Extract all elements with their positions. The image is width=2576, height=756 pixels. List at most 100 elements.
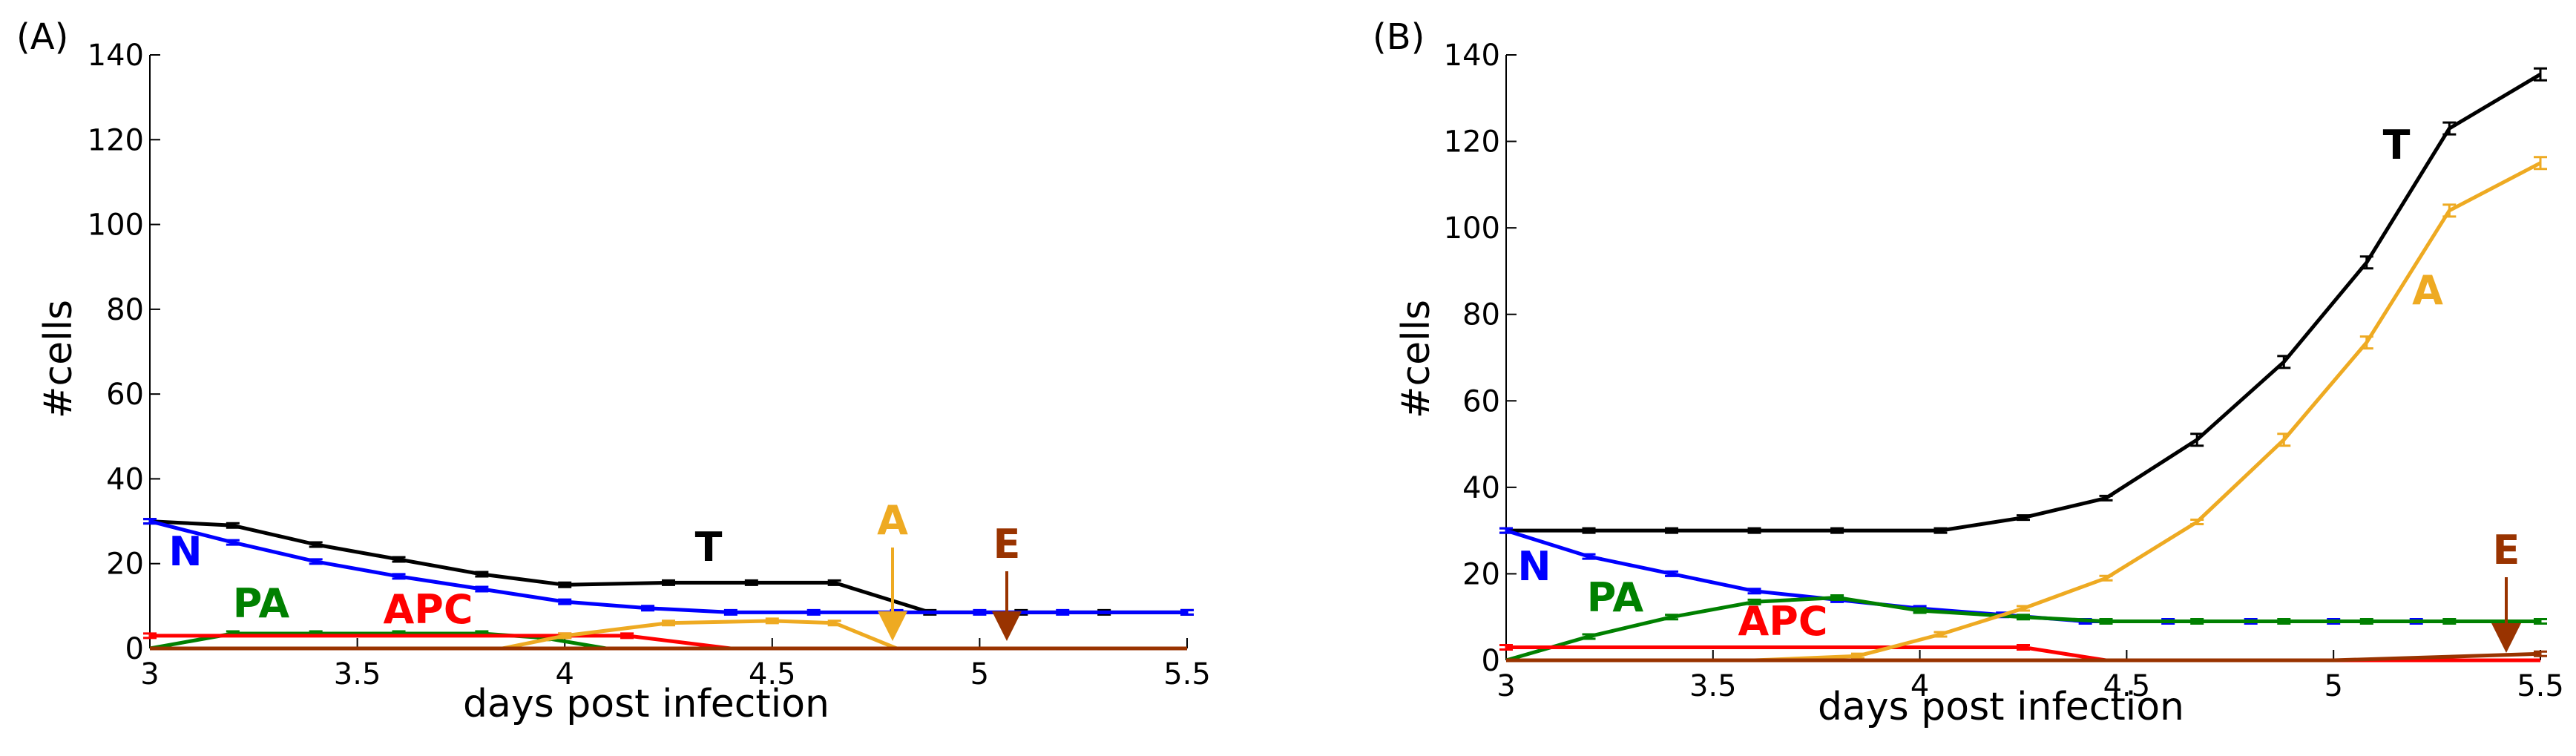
y-axis-label: #cells [1394,300,1439,418]
data-point-n [1747,588,1761,595]
x-tick-label: 3.5 [1689,669,1737,703]
series-label-e: E [993,521,1021,568]
data-point-t [309,541,323,548]
data-point-t [558,581,572,588]
data-point-t [2534,67,2547,82]
y-tick-label: 60 [106,378,144,412]
series-line-a [1506,161,2542,663]
data-point-t [1933,527,1948,534]
data-point-n [1665,570,1679,577]
data-point-t [1665,527,1679,534]
data-point-t [1747,527,1761,534]
data-point-n [475,585,489,593]
data-point-pa [2359,618,2373,625]
data-point-t [392,556,406,563]
data-point-t [2442,121,2457,136]
data-point-t [2190,433,2204,447]
y-tick-label: 0 [1482,644,1500,678]
data-point-n [226,539,240,546]
data-point-n [1056,608,1070,616]
series-label-n: N [168,528,202,575]
data-point-e [2534,650,2547,657]
y-tick-label: 80 [106,293,144,327]
x-tick-label: 3.5 [334,657,381,691]
series-line-e [1506,651,2541,663]
y-tick-label: 140 [1444,39,1500,73]
data-point-n [723,608,737,616]
data-point-t [2099,494,2113,502]
data-point-a [662,619,675,627]
y-tick-label: 20 [1462,557,1500,591]
series-label-e: E [2493,527,2520,573]
data-point-a [2190,518,2204,525]
data-point-a [827,619,841,627]
data-point-a [2359,335,2373,350]
panel-label: (A) [16,16,68,58]
data-point-pa [1665,614,1679,621]
x-tick-label: 3 [140,657,159,691]
data-point-pa [2277,618,2291,625]
data-point-a [2017,605,2030,612]
series-label-pa: PA [233,580,290,627]
x-tick-label: 4.5 [2103,669,2151,703]
y-tick-label: 80 [1462,298,1500,332]
data-point-t [662,579,675,586]
data-point-apc [1499,644,1513,651]
series-label-a: A [2412,267,2443,314]
x-tick-label: 4.5 [749,657,796,691]
y-tick-label: 40 [1462,471,1500,505]
data-point-apc [2017,644,2030,651]
data-point-pa [2534,618,2547,625]
data-point-a [558,632,572,640]
y-tick-label: 0 [125,632,144,666]
series-label-n: N [1517,543,1551,590]
y-tick-label: 60 [1462,384,1500,418]
data-point-pa [1830,594,1844,601]
series-line-n [149,519,1187,614]
data-point-apc [143,632,157,640]
series-line-apc [150,634,1187,651]
panel-label: (B) [1373,16,1425,58]
series-label-t: T [695,524,723,571]
x-axis-label: days post infection [1818,685,2184,729]
data-point-t [226,522,240,529]
data-point-a [2442,203,2457,218]
data-point-pa [1582,633,1596,640]
series-label-apc: APC [1738,598,1828,645]
chart-panel-b: 0 20 40 60 80 100 120 140 3 3.5 4 4.5 5 5.5 days post … [1373,16,2564,729]
x-tick-label: 5.5 [2517,669,2564,703]
data-point-n [143,518,157,525]
data-point-t [2017,514,2030,522]
data-point-n [1582,553,1596,560]
series-label-t: T [2383,122,2411,168]
data-point-n [973,608,987,616]
data-point-t [1582,527,1596,534]
x-tick-label: 4 [555,657,574,691]
y-tick-label: 100 [88,208,144,243]
data-point-a [2099,574,2113,582]
data-point-pa [2017,614,2030,621]
data-point-t [827,579,841,586]
chart-panel-a: 0 20 40 60 80 100 120 140 3 3.5 4 4.5 5 5.5 days post … [16,16,1211,726]
x-axis-label: days post infection [463,682,829,726]
series-label-apc: APC [384,586,473,633]
data-point-pa [2099,618,2113,625]
data-point-t [475,571,489,578]
y-tick-label: 140 [88,39,144,73]
data-point-n [558,598,572,605]
y-tick-label: 120 [88,123,144,157]
data-point-apc [620,632,634,640]
data-point-pa [1747,598,1761,605]
data-point-pa [2442,618,2457,625]
data-point-a [2534,156,2547,171]
data-point-n [392,573,406,580]
data-point-n [641,605,655,612]
data-point-t [744,579,758,586]
series-line-a [150,619,1187,651]
x-tick-label: 3 [1496,669,1515,703]
data-point-a [1850,652,1864,660]
y-tick-label: 40 [106,462,144,496]
x-tick-label: 5 [970,657,989,691]
data-point-t [1830,527,1844,534]
